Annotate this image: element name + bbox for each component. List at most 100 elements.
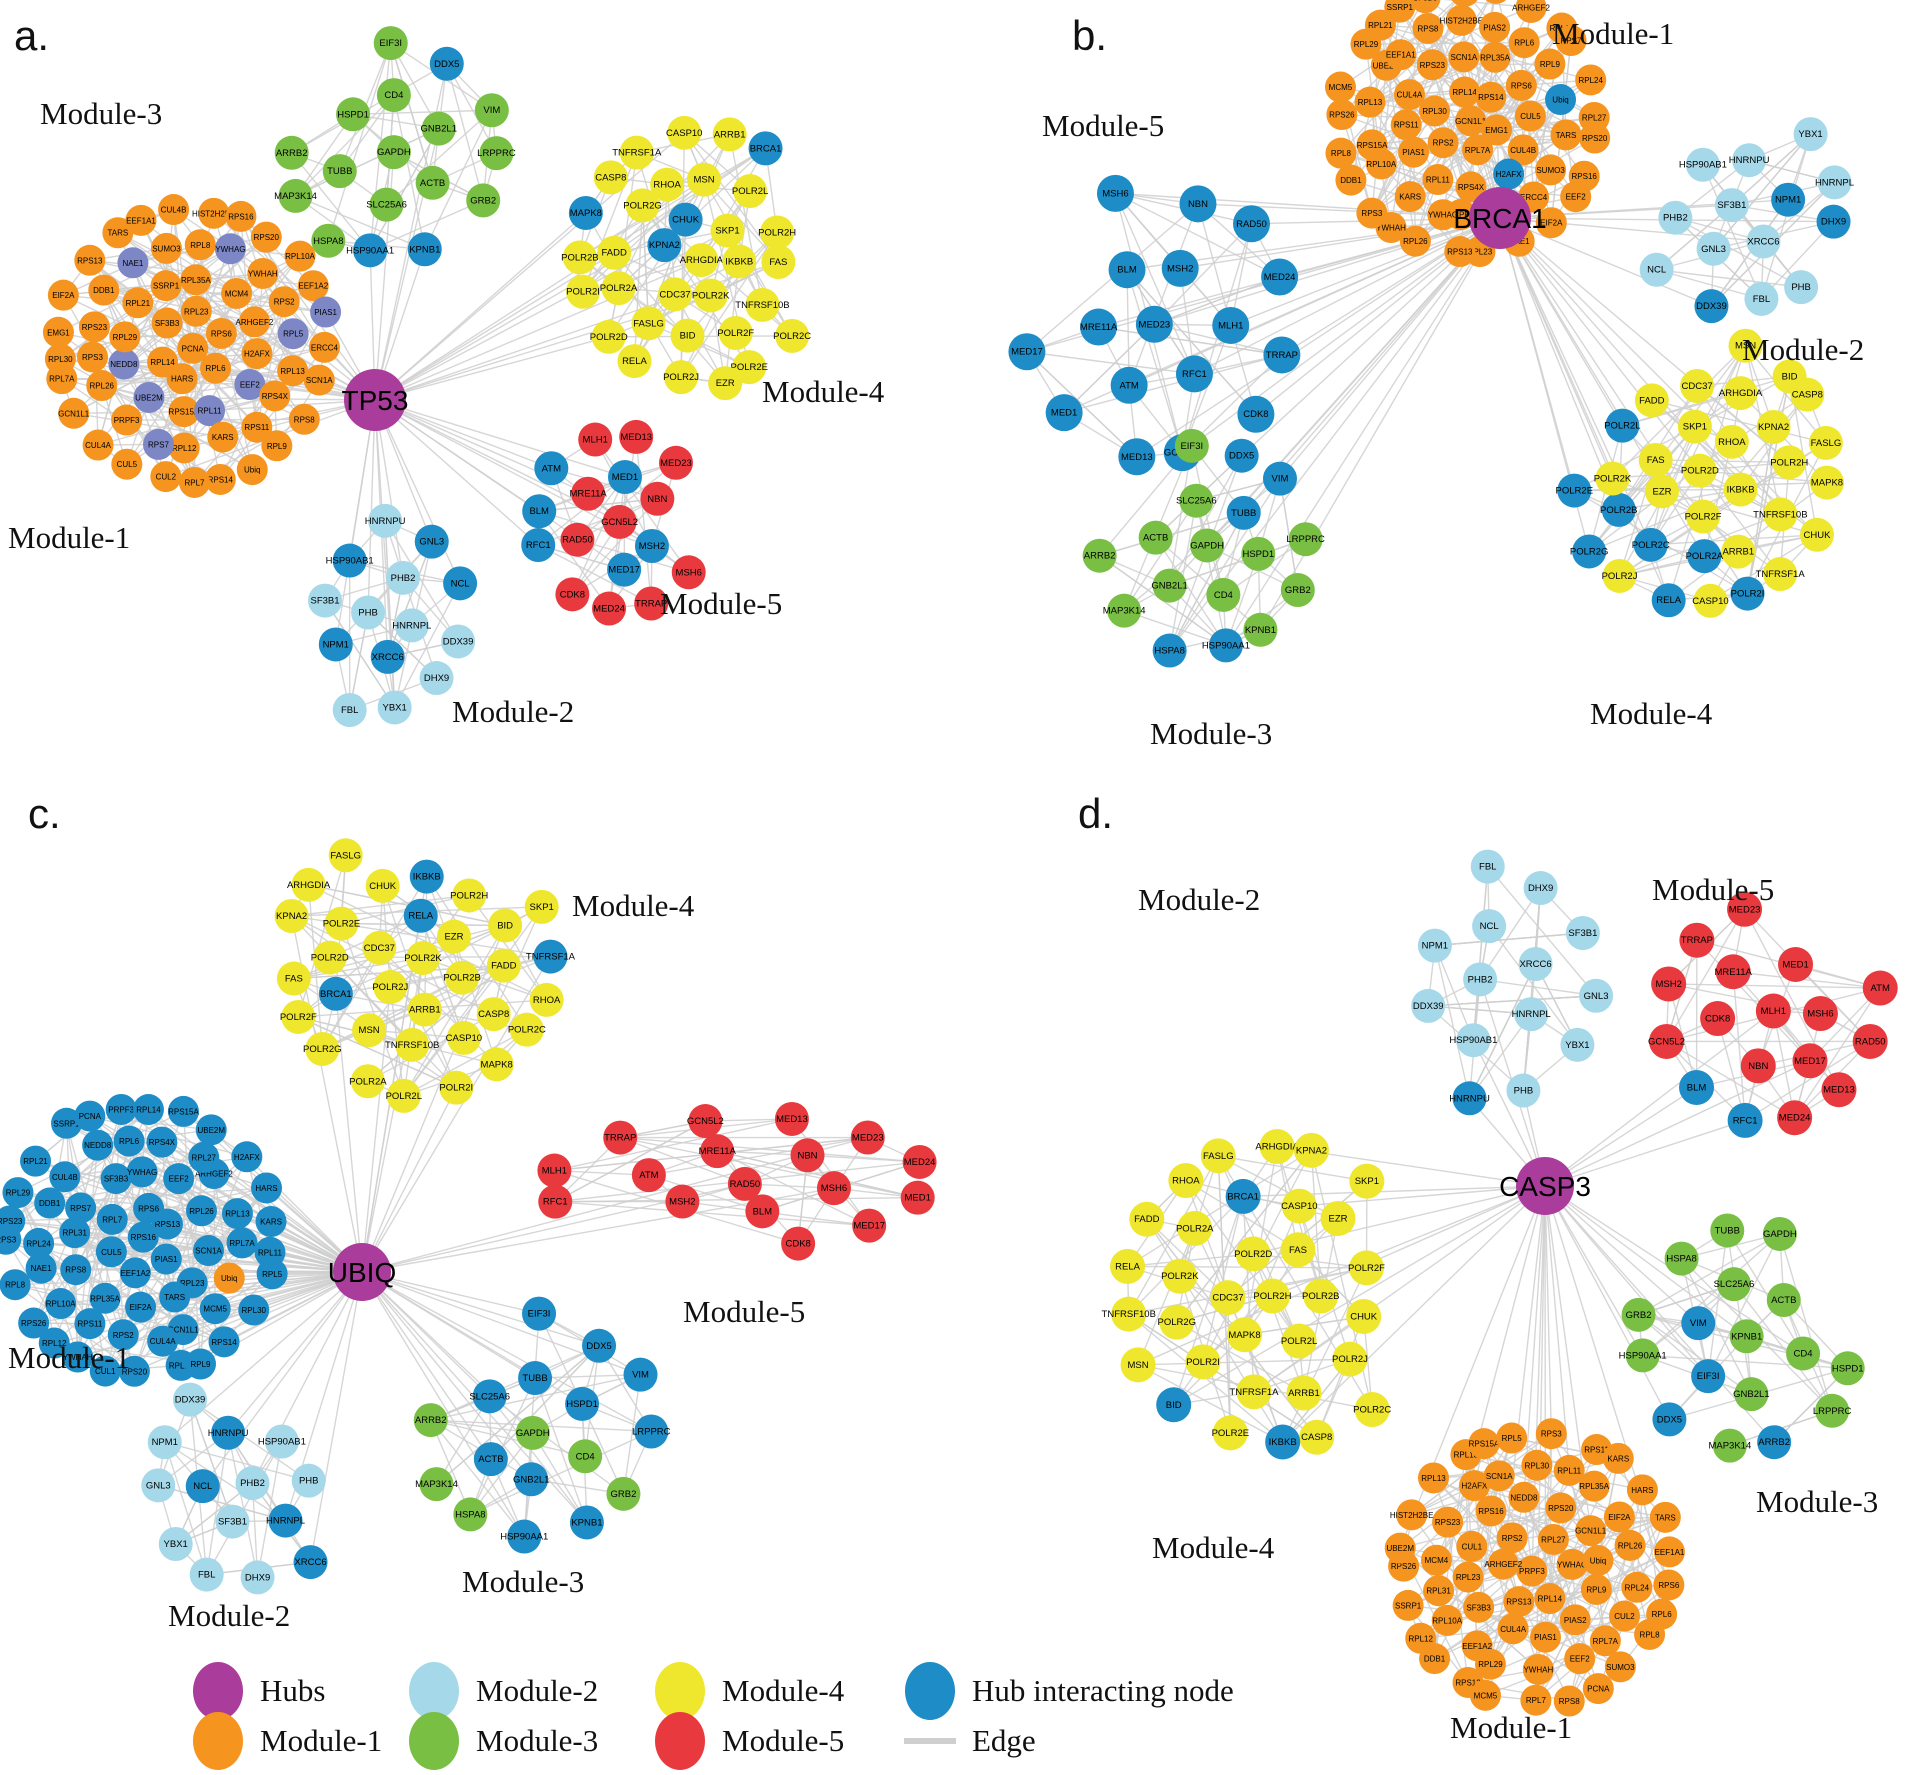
node-label-DDX5: DDX5 (1657, 1414, 1682, 1425)
node-label-RPL29: RPL29 (113, 333, 138, 342)
edge (394, 583, 461, 708)
node-PIAS1 (310, 296, 342, 328)
node-HSPD1 (1241, 536, 1276, 571)
node-VIM (623, 1357, 658, 1392)
node-MRE11A (700, 1134, 735, 1169)
node-label-GRB2: GRB2 (610, 1489, 636, 1500)
node-label-MCM4: MCM4 (1425, 1556, 1449, 1565)
edge (291, 894, 470, 917)
node-label-POLR2K: POLR2K (404, 953, 442, 964)
panel-d: PHB2 DDX39 NPM1 NCL XRCC6 HNRNPL HSP90AB1 FBL DH… (1078, 790, 1898, 1745)
node-label-POLR2G: POLR2G (303, 1044, 342, 1055)
panel-letter-c: c. (28, 790, 61, 837)
node-label-RPS4X: RPS4X (1458, 183, 1485, 192)
node-NPM1 (147, 1425, 182, 1460)
node-RPL35A (180, 264, 212, 296)
edge (1651, 399, 1781, 515)
node-label-EIF2A: EIF2A (1540, 219, 1563, 228)
node-label-MED1: MED1 (1782, 959, 1808, 970)
edge (298, 1016, 457, 1089)
node-label-FADD: FADD (1639, 395, 1664, 406)
hub-edge (1499, 217, 1712, 307)
hub-edge (1499, 217, 1742, 490)
node-label-ERCC4: ERCC4 (311, 343, 339, 352)
node-MCM5 (1324, 71, 1356, 103)
edge (1123, 609, 1227, 647)
node-TRRAP (1263, 336, 1301, 374)
node-label-GRB2: GRB2 (1626, 1310, 1652, 1321)
node-CUL5 (95, 1236, 127, 1268)
node-label-GCN5L2: GCN5L2 (1648, 1036, 1685, 1047)
node-label-RPL29: RPL29 (1354, 40, 1379, 49)
node-label-DHX9: DHX9 (1821, 217, 1846, 228)
node-MLH1 (1212, 306, 1250, 344)
node-label-RPL21: RPL21 (23, 1157, 48, 1166)
node-CASP10 (667, 115, 702, 150)
node-HIST2H2BE (1396, 1499, 1428, 1531)
node-HSPD1 (336, 97, 371, 132)
node-label-PHB2: PHB2 (1468, 974, 1493, 985)
node-RPL13 (277, 355, 309, 387)
hub-edge (374, 399, 626, 478)
node-POLR2L (1281, 1323, 1317, 1359)
node-label-MED24: MED24 (1264, 272, 1296, 283)
node-label-MSN: MSN (1735, 341, 1756, 352)
node-label-GNB2L1: GNB2L1 (1151, 581, 1187, 592)
node-label-PHB2: PHB2 (1663, 213, 1688, 224)
node-label-PCNA: PCNA (182, 344, 205, 353)
node-KPNA2 (1756, 410, 1791, 445)
node-label-RPS13: RPS13 (155, 1220, 181, 1229)
legend-label-hub-interacting-node: Hub interacting node (972, 1673, 1234, 1708)
hub-edge (1173, 1185, 1546, 1406)
edge (435, 1395, 491, 1485)
node-label-EMG1: EMG1 (47, 328, 70, 337)
node-RPS11 (1390, 109, 1422, 141)
node-label-HARS: HARS (1631, 1486, 1653, 1495)
node-NCL (1472, 909, 1507, 944)
node-RPS7 (142, 428, 174, 460)
node-label-POLR2D: POLR2D (1234, 1249, 1272, 1260)
node-GNB2L1 (1152, 568, 1187, 603)
edge (173, 208, 326, 313)
legend-swatch-hub-interacting-node (905, 1662, 955, 1720)
node-BRCA1 (1225, 1178, 1261, 1214)
node-label-HNRNPL: HNRNPL (392, 620, 431, 631)
node-label-RHOA: RHOA (533, 995, 561, 1006)
node-BLM (1679, 1069, 1715, 1105)
node-label-EZR: EZR (444, 932, 463, 943)
node-label-RPS16: RPS16 (1478, 1507, 1504, 1516)
edge (403, 1029, 528, 1097)
node-label-POLR2J: POLR2J (1602, 571, 1638, 582)
node-RHOA (650, 167, 685, 202)
node-EIF2A (1603, 1501, 1635, 1533)
node-label-TNFRSF1A: TNFRSF1A (612, 148, 662, 159)
edge (1123, 500, 1197, 612)
node-label-EEF2: EEF2 (1566, 193, 1587, 202)
node-label-MED23: MED23 (660, 458, 692, 469)
node-XRCC6 (293, 1545, 328, 1580)
node-label-DHX9: DHX9 (424, 673, 449, 684)
edge (291, 915, 495, 1015)
edge (1746, 426, 1775, 594)
node-label-MAP3K14: MAP3K14 (274, 191, 317, 202)
node-label-HSPA8: HSPA8 (455, 1509, 485, 1520)
node-label-EZR: EZR (716, 378, 735, 389)
node-ARRB2 (413, 1403, 448, 1438)
node-RPS6 (1653, 1569, 1685, 1601)
node-label-ARHGEF2: ARHGEF2 (1484, 1560, 1522, 1569)
edge (1611, 345, 1747, 479)
label-layer: Module-4 Module-5 Module-1 Module-2 Module-3… (8, 790, 805, 1633)
node-CDK8 (1700, 1001, 1736, 1037)
node-RFC1 (1727, 1102, 1763, 1138)
node-label-RPL6: RPL6 (1652, 1610, 1673, 1619)
node-RPL7 (178, 466, 210, 498)
node-label-CASP10: CASP10 (1281, 1201, 1317, 1212)
node-label-EIF2A: EIF2A (1608, 1513, 1631, 1522)
node-label-RHOA: RHOA (653, 180, 681, 191)
node-RPL7A (1462, 134, 1494, 166)
node-label-RPL8: RPL8 (190, 241, 211, 250)
node-label-FAS: FAS (1289, 1245, 1307, 1256)
node-MAP3K14 (419, 1467, 454, 1502)
node-label-RPS23: RPS23 (82, 323, 108, 332)
node-label-RELA: RELA (1115, 1261, 1140, 1272)
